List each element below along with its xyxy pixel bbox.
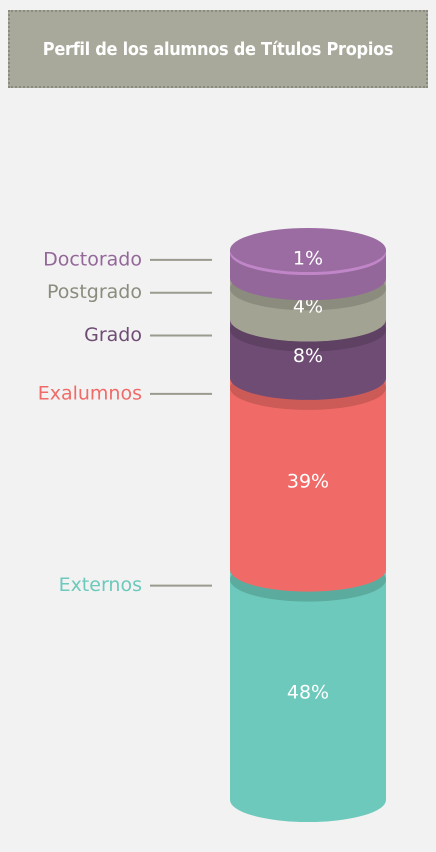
chart-title: Perfil de los alumnos de Títulos Propios: [8, 10, 428, 88]
value-label: 1%: [293, 248, 323, 270]
cylinder-top: [230, 228, 386, 272]
value-label: 4%: [293, 295, 323, 317]
legend-label: Grado: [84, 324, 142, 346]
legend-label: Externos: [59, 574, 142, 596]
legend-label: Doctorado: [43, 248, 142, 270]
value-label: 39%: [287, 470, 329, 492]
value-label: 8%: [293, 345, 323, 367]
value-label: 48%: [287, 681, 329, 703]
legend-label: Postgrado: [47, 281, 142, 303]
cylinder-body: [230, 569, 386, 800]
legend-label: Exalumnos: [38, 382, 142, 404]
